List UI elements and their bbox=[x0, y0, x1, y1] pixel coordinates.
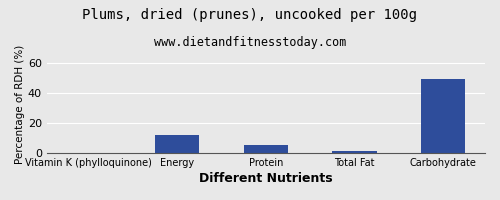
Text: Plums, dried (prunes), uncooked per 100g: Plums, dried (prunes), uncooked per 100g bbox=[82, 8, 417, 22]
Text: www.dietandfitnesstoday.com: www.dietandfitnesstoday.com bbox=[154, 36, 346, 49]
Bar bbox=[244, 145, 288, 153]
X-axis label: Different Nutrients: Different Nutrients bbox=[199, 172, 332, 185]
Bar bbox=[421, 79, 465, 153]
Bar bbox=[332, 151, 376, 153]
Bar bbox=[155, 135, 200, 153]
Y-axis label: Percentage of RDH (%): Percentage of RDH (%) bbox=[15, 44, 25, 164]
